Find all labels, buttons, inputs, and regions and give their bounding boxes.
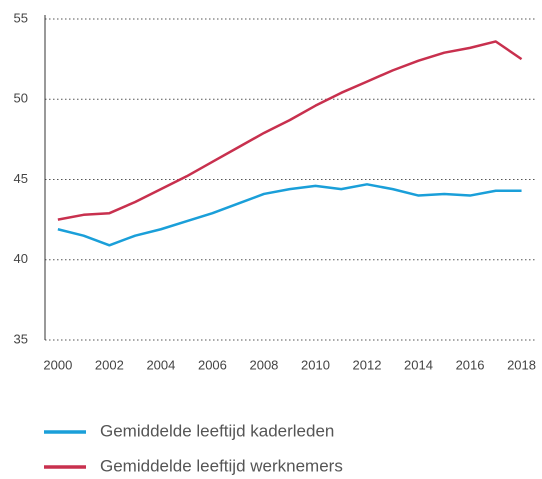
legend-label: Gemiddelde leeftijd werknemers [100,456,343,475]
y-tick-label: 35 [14,331,28,346]
series-line [57,40,523,221]
x-tick-label: 2014 [404,357,433,372]
series-line [57,183,522,247]
y-tick-label: 55 [14,10,28,25]
y-tick-label: 45 [14,171,28,186]
y-tick-label: 50 [14,91,28,106]
x-tick-label: 2012 [353,357,382,372]
x-tick-label: 2018 [507,357,536,372]
legend-label: Gemiddelde leeftijd kaderleden [100,421,334,440]
x-tick-label: 2008 [249,357,278,372]
x-tick-label: 2010 [301,357,330,372]
x-tick-label: 2016 [456,357,485,372]
y-tick-label: 40 [14,251,28,266]
x-tick-label: 2004 [146,357,175,372]
x-tick-label: 2006 [198,357,227,372]
x-tick-label: 2002 [95,357,124,372]
x-tick-label: 2000 [43,357,72,372]
